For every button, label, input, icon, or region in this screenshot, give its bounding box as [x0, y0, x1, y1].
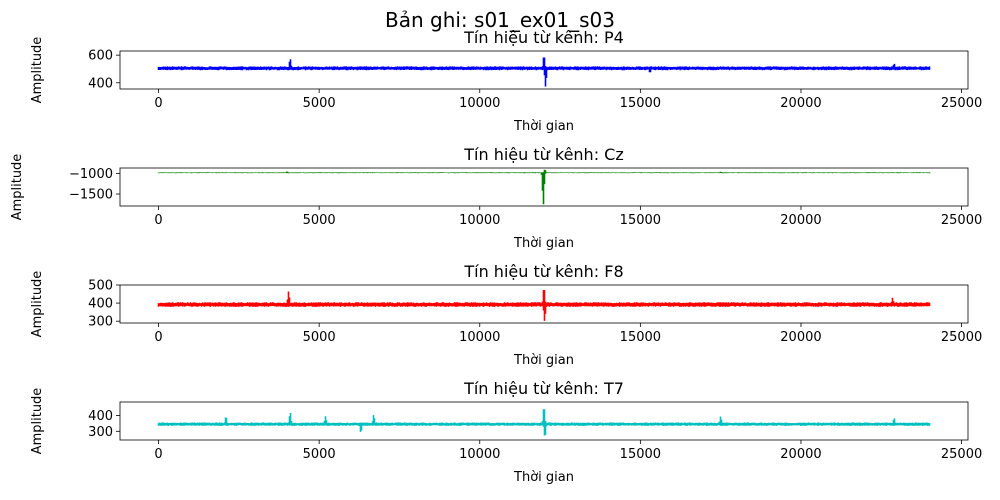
axes-frame — [119, 167, 969, 207]
x-tick-label: 10000 — [459, 330, 500, 345]
x-tick-label: 20000 — [780, 213, 821, 228]
y-tick-label: 400 — [88, 297, 113, 312]
x-tick-label: 0 — [154, 96, 162, 111]
y-tick-label: 600 — [88, 49, 113, 64]
x-tick-label: 20000 — [780, 447, 821, 462]
x-axis-label: Thời gian — [513, 470, 574, 485]
x-tick-label: 25000 — [941, 96, 982, 111]
x-tick-label: 5000 — [303, 213, 336, 228]
x-tick-label: 0 — [154, 213, 162, 228]
x-axis-label: Thời gian — [513, 119, 574, 134]
y-axis-label: Amplitude — [30, 271, 45, 338]
y-tick-label: 500 — [88, 279, 113, 294]
subplot-1: 0 5000 10000 15000 20000 25000 −1000 −1500 Tín h… — [10, 145, 982, 251]
x-tick-label: 15000 — [620, 447, 661, 462]
y-tick-label: 300 — [88, 315, 113, 330]
x-tick-label: 0 — [154, 447, 162, 462]
y-axis-label: Amplitude — [30, 37, 45, 104]
x-tick-label: 15000 — [620, 330, 661, 345]
subplot-title: Tín hiệu từ kênh: Cz — [463, 145, 623, 164]
x-axis-label: Thời gian — [513, 236, 574, 251]
x-tick-label: 5000 — [303, 330, 336, 345]
y-tick-label: 400 — [88, 76, 113, 91]
subplot-0: 0 5000 10000 15000 20000 25000 400 600 Tín hiệu … — [30, 28, 982, 134]
subplot-2: 0 5000 10000 15000 20000 25000 300 400 500 Tín hi… — [30, 262, 982, 368]
x-tick-label: 10000 — [459, 96, 500, 111]
y-tick-label: 300 — [88, 425, 113, 440]
x-tick-label: 25000 — [941, 330, 982, 345]
x-tick-label: 5000 — [303, 96, 336, 111]
y-tick-label: −1500 — [69, 188, 113, 203]
subplot-title: Tín hiệu từ kênh: F8 — [463, 262, 623, 281]
axes-frame — [119, 401, 969, 441]
signal-trace — [157, 290, 931, 321]
signal-trace — [157, 409, 931, 436]
x-tick-label: 15000 — [620, 213, 661, 228]
y-tick-label: 400 — [88, 409, 113, 424]
x-tick-label: 20000 — [780, 96, 821, 111]
x-tick-label: 20000 — [780, 330, 821, 345]
axes-frame — [119, 50, 969, 90]
axes-frame — [119, 284, 969, 324]
x-tick-label: 10000 — [459, 213, 500, 228]
signal-trace — [157, 169, 931, 205]
y-axis-label: Amplitude — [30, 388, 45, 455]
subplot-title: Tín hiệu từ kênh: T7 — [463, 379, 624, 398]
x-tick-label: 10000 — [459, 447, 500, 462]
x-tick-label: 25000 — [941, 213, 982, 228]
x-tick-label: 15000 — [620, 96, 661, 111]
signal-trace — [157, 57, 931, 87]
y-axis-label: Amplitude — [10, 154, 25, 221]
x-tick-label: 25000 — [941, 447, 982, 462]
x-tick-label: 0 — [154, 330, 162, 345]
x-tick-label: 5000 — [303, 447, 336, 462]
x-axis-label: Thời gian — [513, 353, 574, 368]
y-tick-label: −1000 — [69, 167, 113, 182]
subplot-title: Tín hiệu từ kênh: P4 — [463, 28, 624, 47]
figure-suptitle: Bản ghi: s01_ex01_s03 — [384, 8, 615, 32]
